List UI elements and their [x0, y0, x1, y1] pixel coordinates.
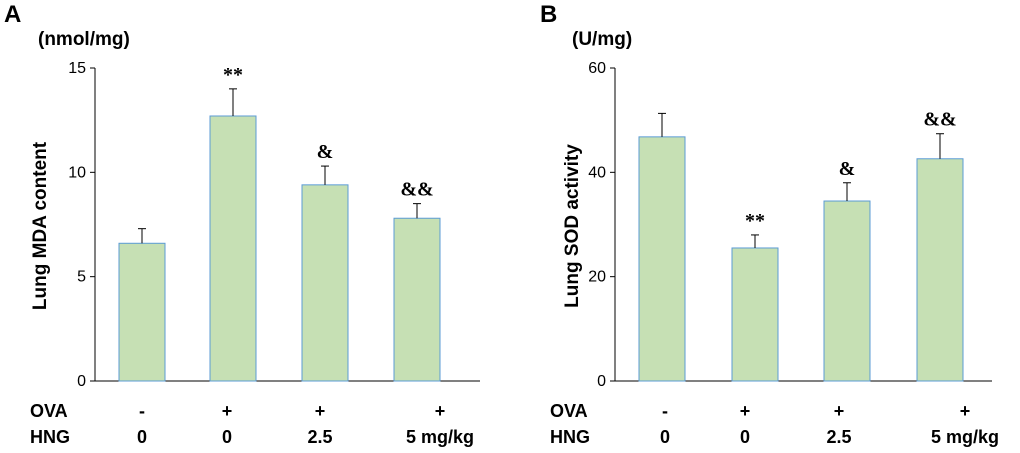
significance-mark: &&: [923, 109, 956, 131]
condition-value: 0: [740, 427, 750, 447]
y-tick-label: 0: [597, 373, 606, 390]
condition-value: +: [315, 401, 326, 421]
y-tick-label: 40: [588, 164, 606, 181]
bars: **&&&: [638, 109, 964, 382]
significance-mark: &&: [400, 179, 433, 201]
ova-row-label: OVA: [550, 401, 588, 421]
significance-mark: **: [745, 210, 765, 232]
panel-label: A: [4, 1, 21, 28]
bar: [638, 136, 686, 382]
significance-mark: &: [839, 158, 856, 180]
panel-b: B (U/mg) Lung SOD activity 0 20 40 60 ** & &&…: [510, 0, 1020, 453]
bars: **&&&: [118, 64, 441, 382]
condition-value: +: [740, 401, 751, 421]
hng-row-label: HNG: [550, 427, 590, 447]
bar: [118, 242, 166, 382]
y-tick-label: 60: [588, 60, 606, 77]
y-axis-label: Lung SOD activity: [562, 144, 583, 308]
y-tick-label: 15: [68, 60, 86, 77]
y-tick-label: 0: [77, 373, 86, 390]
hng-row-label: HNG: [30, 427, 70, 447]
y-tick-label: 5: [77, 269, 86, 286]
bar: [916, 158, 964, 382]
condition-value: 5 mg/kg: [406, 427, 474, 447]
significance-mark: &: [317, 141, 334, 163]
condition-values: - + + +0 0 2.5 5 mg/kg: [660, 401, 999, 447]
y-ticks: 0 20 40 60: [588, 60, 615, 390]
y-ticks: 0 5 10 15: [68, 60, 95, 390]
significance-mark: **: [223, 64, 243, 86]
bar: [209, 115, 257, 382]
bar: [823, 200, 871, 382]
condition-value: +: [834, 401, 845, 421]
condition-value: +: [222, 401, 233, 421]
bar: [301, 184, 349, 382]
condition-value: 0: [137, 427, 147, 447]
ova-row-label: OVA: [30, 401, 68, 421]
panel-label: B: [540, 1, 557, 28]
condition-values: - + + +0 0 2.5 5 mg/kg: [137, 401, 474, 447]
y-axis-label: Lung MDA content: [30, 141, 51, 310]
bar: [731, 247, 779, 382]
unit-label: (nmol/mg): [38, 29, 130, 50]
condition-value: 2.5: [307, 427, 332, 447]
panel-a: A (nmol/mg) Lung MDA content 0 5 10 15 ** & &…: [4, 1, 480, 447]
condition-value: 5 mg/kg: [931, 427, 999, 447]
condition-value: -: [139, 401, 145, 421]
condition-value: 2.5: [826, 427, 851, 447]
bar: [393, 217, 441, 382]
condition-value: +: [960, 401, 971, 421]
condition-value: 0: [222, 427, 232, 447]
unit-label: (U/mg): [572, 29, 632, 50]
condition-value: +: [435, 401, 446, 421]
condition-value: -: [662, 401, 668, 421]
condition-value: 0: [660, 427, 670, 447]
y-tick-label: 10: [68, 164, 86, 181]
y-tick-label: 20: [588, 269, 606, 286]
